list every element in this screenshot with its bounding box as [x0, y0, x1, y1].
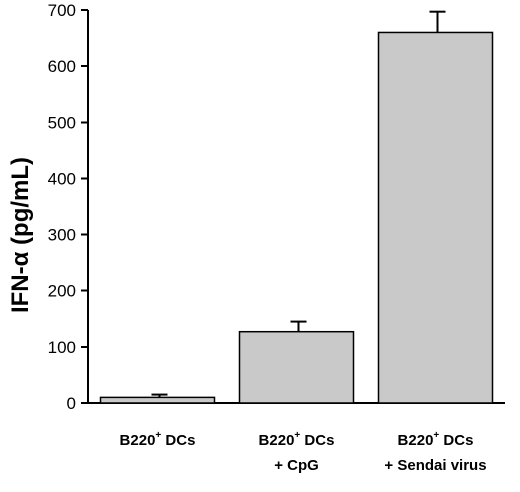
category-label-tail: DCs [439, 432, 473, 449]
category-label-tail: DCs [161, 432, 195, 449]
y-tick-label: 200 [48, 282, 76, 301]
category-label-main: B220 [398, 432, 434, 449]
y-tick-label: 100 [48, 338, 76, 357]
y-tick-label: 0 [67, 394, 76, 413]
y-tick-label: 600 [48, 57, 76, 76]
category-label-line2: + CpG [274, 457, 319, 474]
category-label-main: B220 [120, 432, 156, 449]
category-label-superscript: + [155, 430, 161, 441]
category-label-superscript: + [294, 430, 300, 441]
category-label-line2: + Sendai virus [384, 457, 486, 474]
bar [377, 31, 494, 404]
bar [238, 330, 355, 404]
y-tick-label: 400 [48, 169, 76, 188]
category-label-superscript: + [433, 430, 439, 441]
category-label: B220+ DCs [120, 430, 196, 449]
y-tick-label: 700 [48, 1, 76, 20]
bars [99, 10, 494, 404]
category-label: B220+ DCs [398, 430, 474, 449]
category-label-tail: DCs [300, 432, 334, 449]
y-axis-label: IFN-α (pg/mL) [7, 157, 34, 313]
y-tick-label: 500 [48, 113, 76, 132]
y-tick-label: 300 [48, 226, 76, 245]
category-label-main: B220 [259, 432, 295, 449]
bar [99, 396, 216, 404]
category-label: B220+ DCs [259, 430, 335, 449]
